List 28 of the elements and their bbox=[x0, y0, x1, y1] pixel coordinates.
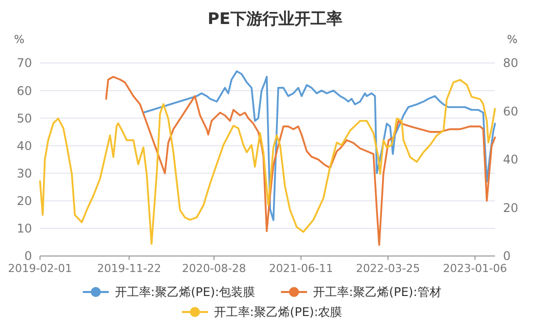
legend-label: 开工率:聚乙烯(PE):农膜 bbox=[214, 305, 342, 320]
y-tick-label: 50 bbox=[16, 111, 32, 126]
line-series bbox=[105, 76, 496, 246]
y-tick-label: 70 bbox=[16, 56, 32, 70]
line-series bbox=[39, 78, 496, 245]
y2-tick-label: 40 bbox=[503, 152, 518, 167]
x-tick-label: 2023-01-06 bbox=[443, 262, 507, 275]
legend-label: 开工率:聚乙烯(PE):管材 bbox=[313, 285, 442, 300]
y-tick-label: 0 bbox=[24, 249, 32, 264]
y-axis-title: % bbox=[14, 33, 24, 46]
x-tick-label: 2022-03-25 bbox=[356, 262, 420, 275]
y2-tick-label: 20 bbox=[503, 200, 518, 215]
x-tick-label: 2019-02-01 bbox=[8, 262, 72, 275]
y-tick-label: 10 bbox=[16, 222, 32, 236]
x-tick-label: 2021-06-11 bbox=[269, 262, 333, 275]
y-tick-label: 30 bbox=[16, 166, 32, 180]
y2-tick-label: 60 bbox=[503, 104, 518, 118]
y-tick-label: 40 bbox=[16, 138, 32, 153]
legend-label: 开工率:聚乙烯(PE):包装膜 bbox=[114, 285, 256, 300]
y-tick-label: 20 bbox=[16, 194, 32, 208]
x-tick-label: 2020-08-28 bbox=[182, 262, 246, 275]
y2-axis-title: % bbox=[507, 33, 518, 46]
line-series bbox=[142, 70, 496, 222]
chart-title: PE下游行业开工率 bbox=[208, 9, 342, 28]
x-tick-label: 2019-11-22 bbox=[97, 262, 162, 275]
y-tick-label: 60 bbox=[16, 84, 32, 98]
y2-tick-label: 80 bbox=[503, 56, 518, 70]
y2-tick-label: 0 bbox=[503, 249, 511, 264]
